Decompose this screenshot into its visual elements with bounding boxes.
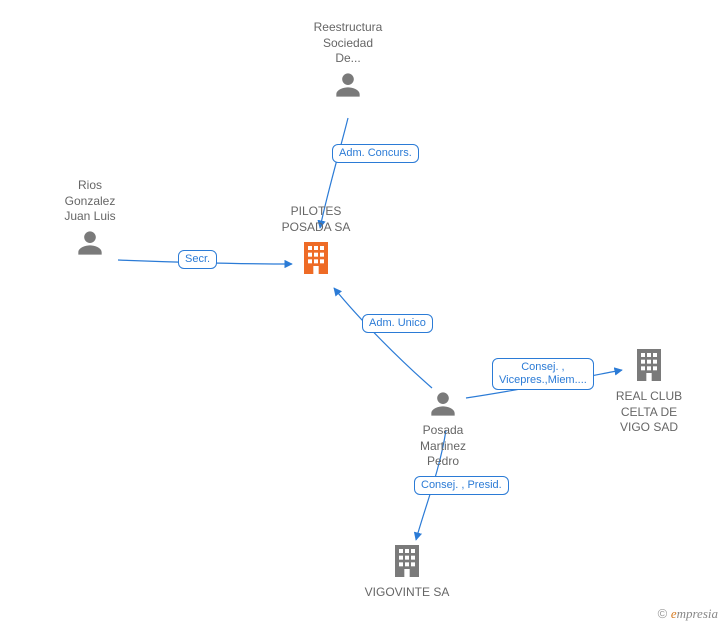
node-label: REAL CLUB CELTA DE VIGO SAD (604, 389, 694, 436)
person-icon (76, 229, 104, 257)
edge-label: Adm. Unico (362, 314, 433, 333)
edge-line (334, 288, 432, 388)
graph-canvas: Reestructura Sociedad De... Rios Gonzale… (0, 0, 728, 630)
person-icon (429, 390, 457, 418)
node-reestructura[interactable]: Reestructura Sociedad De... (300, 20, 396, 104)
edge-label: Secr. (178, 250, 217, 269)
edge-label: Consej. , Vicepres.,Miem.... (492, 358, 594, 390)
edge-label: Consej. , Presid. (414, 476, 509, 495)
node-vigovinte[interactable]: VIGOVINTE SA (352, 538, 462, 601)
node-label: Rios Gonzalez Juan Luis (50, 178, 130, 225)
node-rios[interactable]: Rios Gonzalez Juan Luis (50, 178, 130, 262)
node-label: PILOTES POSADA SA (268, 204, 364, 235)
building-icon (300, 239, 332, 277)
copyright-symbol: © (658, 606, 668, 621)
node-label: Posada Martinez Pedro (408, 423, 478, 470)
node-posada[interactable]: Posada Martinez Pedro (408, 386, 478, 470)
edge-label: Adm. Concurs. (332, 144, 419, 163)
building-icon (633, 346, 665, 384)
node-realclub[interactable]: REAL CLUB CELTA DE VIGO SAD (604, 342, 694, 436)
building-icon (391, 542, 423, 580)
node-pilotes[interactable]: PILOTES POSADA SA (268, 204, 364, 282)
node-label: VIGOVINTE SA (352, 585, 462, 601)
brand-rest: mpresia (677, 606, 718, 621)
node-label: Reestructura Sociedad De... (300, 20, 396, 67)
person-icon (334, 71, 362, 99)
watermark: © empresia (658, 606, 718, 622)
